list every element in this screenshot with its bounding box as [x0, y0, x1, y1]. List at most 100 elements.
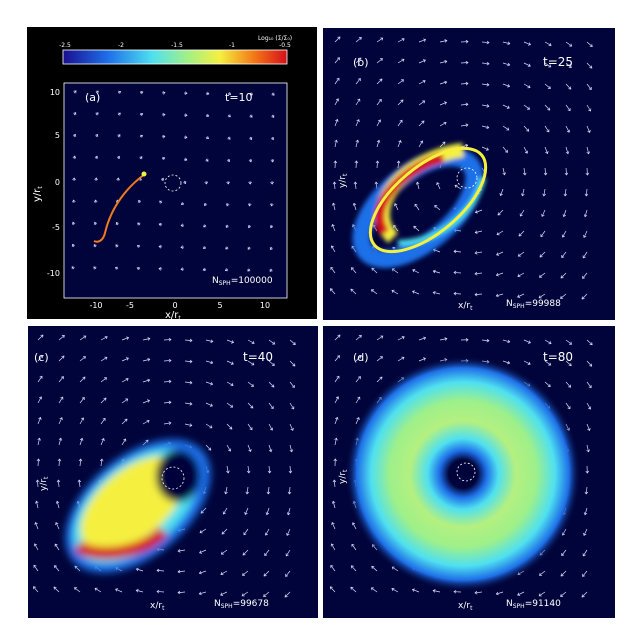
velocity-arrowhead: [358, 57, 362, 61]
velocity-arrowhead: [337, 334, 341, 338]
velocity-arrowhead: [585, 470, 590, 474]
velocity-arrowhead: [58, 437, 63, 441]
velocity-arrow: [36, 501, 39, 509]
velocity-arrow: [518, 251, 525, 257]
velocity-arrowhead: [115, 244, 119, 248]
velocity-arrowhead: [77, 479, 82, 483]
panel-d: (d) t=80 NSPH=91140 x/rt y/rt: [323, 326, 615, 618]
velocity-arrowhead: [423, 38, 427, 42]
velocity-arrowhead: [72, 177, 76, 181]
velocity-arrowhead: [226, 470, 230, 474]
velocity-arrowhead: [538, 295, 542, 299]
velocity-arrow: [481, 146, 489, 151]
velocity-field: [71, 90, 275, 272]
velocity-arrow: [355, 119, 360, 127]
velocity-arrow: [33, 586, 39, 593]
velocity-arrowhead: [330, 564, 334, 568]
velocity-arrowhead: [159, 200, 163, 204]
velocity-arrow: [136, 589, 144, 593]
velocity-arrow: [517, 293, 525, 298]
velocity-arrowhead: [496, 232, 500, 236]
velocity-arrowhead: [465, 143, 469, 148]
velocity-arrowhead: [160, 177, 165, 181]
velocity-arrowhead: [486, 125, 490, 130]
velocity-arrow: [142, 379, 150, 383]
velocity-arrow: [200, 507, 207, 514]
velocity-arrowhead: [565, 151, 570, 155]
velocity-arrow: [58, 396, 64, 404]
velocity-arrowhead: [538, 593, 542, 597]
x-tick: 5: [217, 301, 222, 310]
velocity-arrow: [397, 140, 401, 148]
velocity-arrow: [564, 188, 567, 196]
velocity-arrowhead: [560, 295, 564, 299]
velocity-arrowhead: [465, 102, 469, 107]
velocity-arrow: [586, 62, 593, 69]
velocity-arrowhead: [55, 522, 59, 526]
velocity-arrowhead: [57, 458, 62, 462]
velocity-arrow: [439, 338, 447, 341]
velocity-arrowhead: [474, 590, 478, 595]
velocity-arrow: [562, 230, 567, 238]
velocity-arrow: [517, 591, 525, 596]
velocity-arrowhead: [180, 223, 184, 228]
velocity-arrowhead: [527, 361, 531, 365]
velocity-arrow: [58, 335, 65, 341]
velocity-arrow: [355, 376, 361, 383]
velocity-arrow: [163, 380, 172, 383]
velocity-arrow: [544, 339, 552, 344]
velocity-arrow: [241, 591, 249, 597]
velocity-arrowhead: [548, 64, 552, 68]
velocity-arrow: [79, 397, 85, 404]
x-axis-label: x/rt: [165, 310, 181, 319]
velocity-arrow: [502, 360, 510, 364]
velocity-arrow: [100, 438, 105, 446]
velocity-arrowhead: [168, 400, 172, 405]
velocity-arrow: [205, 423, 213, 429]
velocity-arrowhead: [292, 342, 296, 345]
velocity-arrowhead: [566, 129, 570, 133]
velocity-arrowhead: [162, 91, 166, 95]
velocity-arrowhead: [104, 335, 108, 340]
velocity-arrowhead: [392, 246, 396, 250]
velocity-arrowhead: [33, 564, 37, 568]
velocity-arrowhead: [589, 65, 593, 69]
velocity-arrow: [502, 104, 510, 109]
velocity-arrow: [247, 465, 250, 473]
velocity-arrowhead: [184, 157, 188, 162]
velocity-arrow: [184, 381, 192, 384]
velocity-arrowhead: [269, 247, 273, 251]
velocity-arrowhead: [561, 234, 565, 238]
velocity-arrow: [586, 444, 589, 452]
x-axis-label: x/rt: [458, 601, 473, 612]
velocity-arrow: [121, 418, 128, 425]
velocity-arrow: [453, 272, 462, 274]
velocity-arrowhead: [33, 586, 36, 590]
velocity-arrowhead: [226, 159, 231, 163]
velocity-arrowhead: [379, 356, 383, 360]
velocity-arrow: [355, 140, 359, 148]
velocity-arrow: [496, 272, 504, 276]
velocity-arrowhead: [200, 510, 204, 514]
velocity-arrowhead: [61, 355, 65, 359]
velocity-arrow: [496, 591, 504, 595]
velocity-arrowhead: [333, 160, 338, 164]
velocity-arrowhead: [230, 383, 234, 387]
velocity-arrowhead: [225, 203, 230, 207]
velocity-arrow: [163, 401, 171, 404]
velocity-arrowhead: [583, 532, 587, 536]
velocity-arrow: [418, 80, 426, 85]
velocity-arrow: [544, 62, 552, 68]
velocity-arrowhead: [245, 491, 250, 495]
velocity-arrow: [184, 360, 192, 363]
velocity-arrow: [263, 591, 270, 597]
velocity-arrowhead: [250, 383, 254, 387]
velocity-arrowhead: [146, 399, 151, 403]
velocity-arrow: [355, 417, 360, 425]
velocity-arrowhead: [227, 136, 231, 140]
velocity-arrow: [184, 339, 193, 341]
velocity-arrowhead: [561, 255, 565, 258]
velocity-arrow: [560, 570, 567, 577]
velocity-arrowhead: [267, 470, 272, 474]
velocity-arrow: [54, 565, 60, 572]
